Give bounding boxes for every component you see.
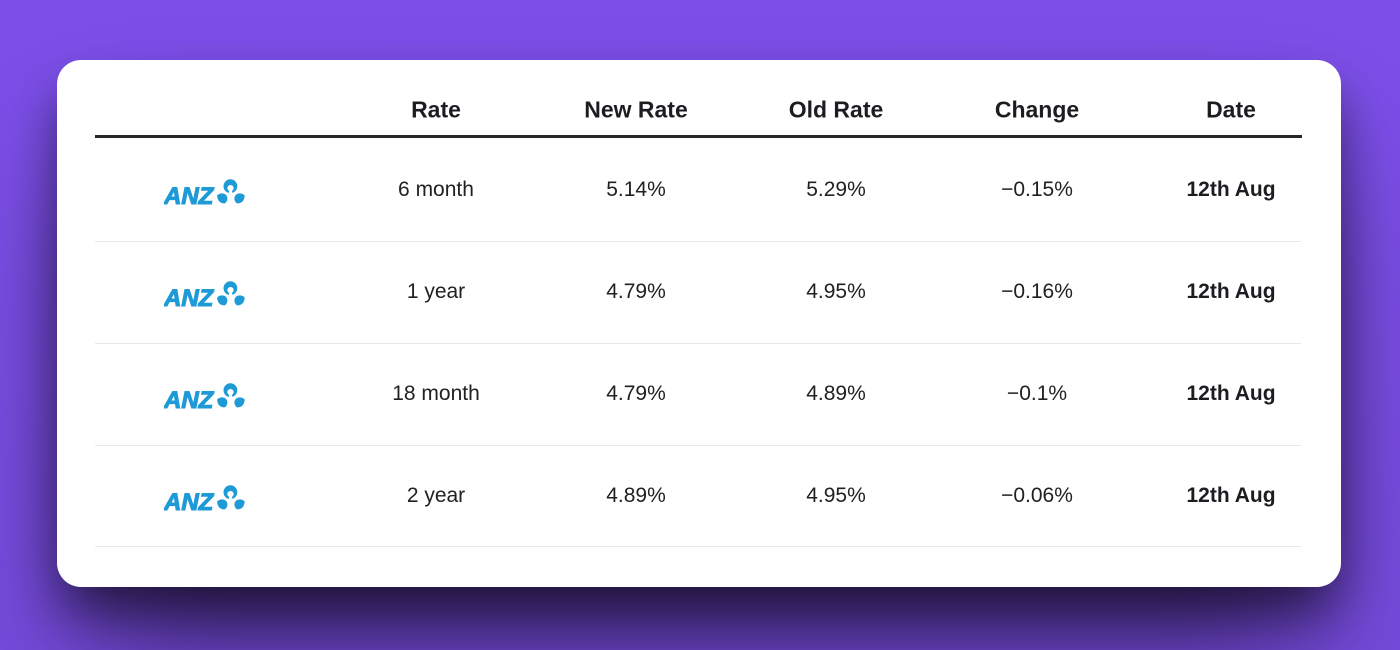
svg-text:ANZ: ANZ	[164, 387, 215, 410]
svg-text:ANZ: ANZ	[164, 285, 215, 308]
svg-text:ANZ: ANZ	[164, 183, 215, 206]
svg-text:ANZ: ANZ	[164, 489, 215, 512]
